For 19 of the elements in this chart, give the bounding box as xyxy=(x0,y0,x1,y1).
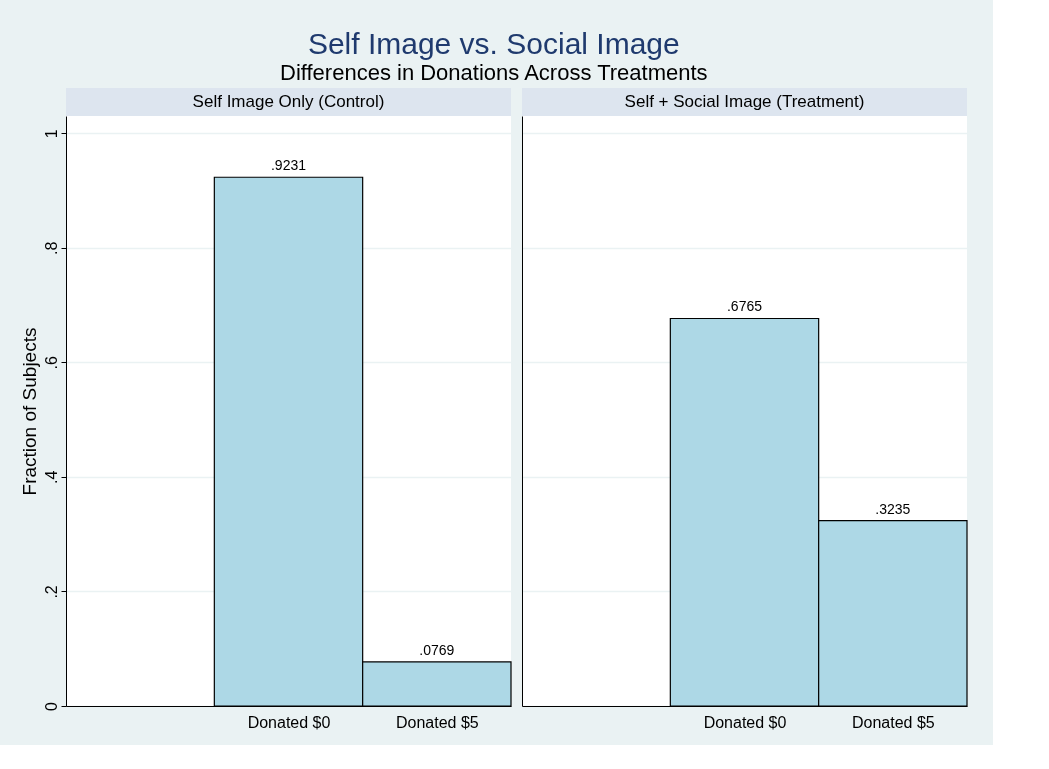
data-label: .9231 xyxy=(270,157,307,174)
y-tick-label: .2 xyxy=(42,585,60,599)
text: Self Image vs. Social Image xyxy=(307,27,680,60)
data-label: .6765 xyxy=(726,298,763,315)
y-tick-label: 0 xyxy=(42,701,60,711)
x-tick-label: Donated $5 xyxy=(851,713,935,731)
x-tick-label: Donated $5 xyxy=(395,713,479,731)
chart-title: Self + Social Image (Treatment) xyxy=(624,92,865,111)
y-tick-label: 1 xyxy=(42,129,60,139)
y-tick-label: .6 xyxy=(42,356,60,370)
x-tick-label: Donated $0 xyxy=(247,713,331,731)
y-tick-label: .4 xyxy=(42,470,60,485)
data-label: .3235 xyxy=(875,500,911,517)
text: Differences in Donations Across Treatments xyxy=(280,60,708,85)
x-tick-label: Donated $0 xyxy=(703,713,787,731)
y-tick-label: .8 xyxy=(42,241,60,255)
y-axis-title: Fraction of Subjects xyxy=(18,327,40,496)
chart-title: Self Image Only (Control) xyxy=(192,92,385,111)
data-label: .0769 xyxy=(419,641,455,658)
